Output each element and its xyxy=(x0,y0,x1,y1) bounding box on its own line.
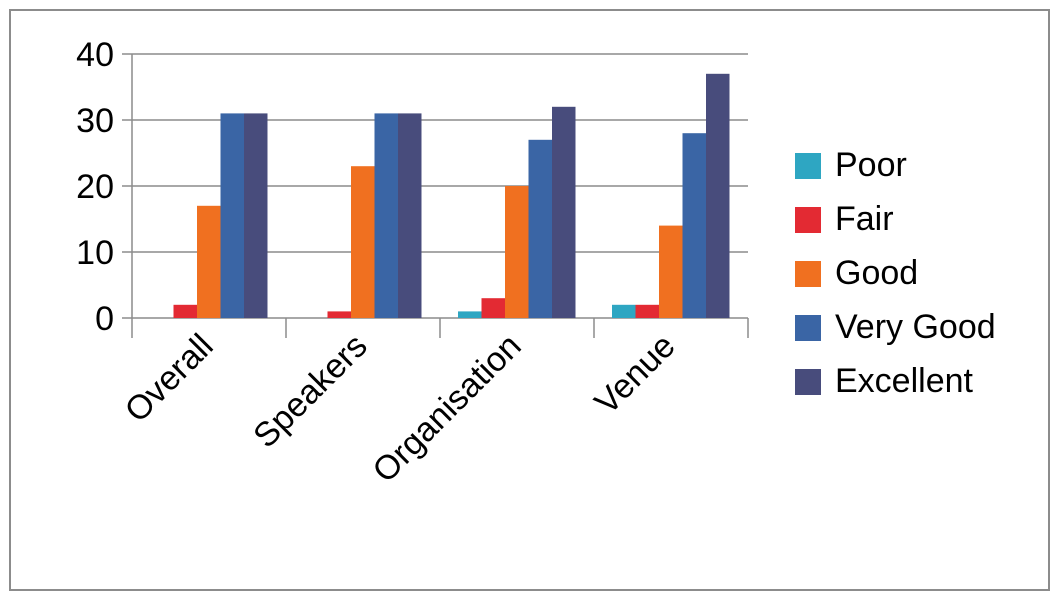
bar-good xyxy=(197,205,221,318)
legend-label: Good xyxy=(835,254,919,292)
bar-good xyxy=(659,225,683,318)
legend-label: Poor xyxy=(835,146,907,184)
legend-item: Poor xyxy=(795,142,1050,196)
bar-excellent xyxy=(706,73,730,318)
y-tick-label: 30 xyxy=(76,102,114,140)
bars xyxy=(173,73,730,319)
y-tick-label: 0 xyxy=(95,300,114,338)
legend-swatch xyxy=(795,207,821,233)
legend-item: Fair xyxy=(795,196,1050,250)
bar-fair xyxy=(635,304,659,318)
legend-swatch xyxy=(795,261,821,287)
legend-item: Very Good xyxy=(795,304,1050,358)
legend-swatch xyxy=(795,153,821,179)
y-tick-label: 40 xyxy=(76,36,114,74)
bar-good xyxy=(351,166,375,318)
y-tick-labels: 0 10 20 30 40 xyxy=(76,36,114,338)
bar-very-good xyxy=(374,113,398,319)
legend-swatch xyxy=(795,315,821,341)
bar-good xyxy=(505,186,529,318)
legend-swatch xyxy=(795,369,821,395)
legend-label: Excellent xyxy=(835,362,973,400)
bar-very-good xyxy=(682,133,706,318)
bar-fair xyxy=(173,304,197,318)
legend-label: Fair xyxy=(835,200,894,238)
legend-item: Good xyxy=(795,250,1050,304)
category-label: Speakers xyxy=(246,327,374,455)
bar-excellent xyxy=(244,113,268,319)
legend: Poor Fair Good Very Good Excellent xyxy=(795,142,1050,412)
category-label: Overall xyxy=(118,327,221,430)
bar-very-good xyxy=(220,113,244,319)
legend-label: Very Good xyxy=(835,308,996,346)
bar-excellent xyxy=(552,106,576,318)
category-label: Venue xyxy=(588,327,683,422)
legend-item: Excellent xyxy=(795,358,1050,412)
y-tick-label: 10 xyxy=(76,234,114,272)
bar-poor xyxy=(612,304,636,318)
category-label: Organisation xyxy=(365,327,528,490)
bar-very-good xyxy=(528,139,552,318)
bar-excellent xyxy=(398,113,422,319)
bar-fair xyxy=(481,298,505,318)
bar-poor xyxy=(458,311,482,318)
bar-fair xyxy=(327,311,351,318)
y-tick-label: 20 xyxy=(76,168,114,206)
